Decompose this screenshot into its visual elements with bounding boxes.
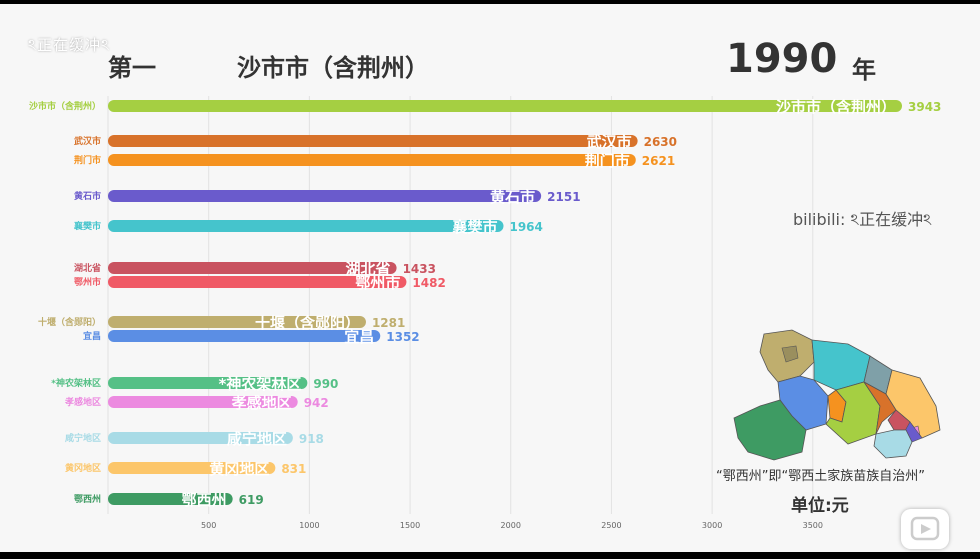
map-region-shennongjia (781, 345, 799, 363)
value-label: 1281 (372, 316, 405, 330)
bar-group: 十堰（含郧阳） 十堰（含郧阳） 1281 (38, 314, 405, 332)
category-label: 黄石市 (74, 190, 101, 202)
bar-chart: 500 1000 1500 2000 2500 3000 3500 沙市市（含荆州） 沙市市（… (29, 96, 941, 530)
x-tick-label: 3000 (702, 521, 722, 530)
bar (108, 190, 542, 202)
map-region-xianning (873, 429, 913, 459)
value-label: 1433 (403, 262, 436, 276)
category-label: 荆门市 (74, 154, 101, 166)
value-label: 1352 (386, 330, 419, 344)
bar-inline-label: 孝感地区 (231, 394, 292, 412)
value-label: 831 (281, 462, 306, 476)
bar-group: 沙市市（含荆州） 沙市市（含荆州） 3943 (29, 98, 941, 116)
bar-group: 襄樊市 襄樊市 1964 (73, 218, 543, 236)
bar (108, 220, 504, 232)
bar-inline-label: 鄂西州 (182, 491, 227, 509)
bar-inline-label: 鄂州市 (355, 274, 400, 292)
bar-inline-label: 黄冈地区 (209, 460, 269, 478)
play-icon (910, 516, 940, 541)
leader-name: 沙市市（含荆州） (237, 54, 429, 82)
value-label: 2630 (644, 135, 677, 149)
bar-group: 黄冈地区 黄冈地区 831 (65, 460, 306, 478)
bar-inline-label: 武汉市 (587, 133, 632, 151)
value-label: 918 (299, 432, 324, 446)
value-label: 2621 (642, 154, 675, 168)
value-label: 942 (304, 396, 329, 410)
bar-inline-label: 沙市市（含荆州） (776, 98, 896, 116)
x-tick-label: 3500 (803, 521, 823, 530)
bar-group: 孝感地区 孝感地区 942 (64, 394, 329, 412)
year-suffix: 年 (852, 56, 876, 84)
hubei-map-icon (733, 329, 941, 461)
bar-group: 鄂州市 鄂州市 1482 (74, 274, 446, 292)
unit-label: 单位:元 (791, 496, 849, 516)
bar (108, 377, 308, 389)
category-label: 鄂州市 (74, 276, 101, 288)
category-label: 鄂西州 (74, 494, 101, 505)
x-tick-label: 1500 (400, 521, 420, 530)
play-button[interactable] (901, 509, 949, 549)
category-label: 黄冈地区 (65, 462, 101, 474)
bar-group: 咸宁地区 咸宁地区 918 (65, 430, 324, 448)
buffering-watermark: ঽ正在缓冲ঽ (28, 36, 111, 54)
video-frame: 500 1000 1500 2000 2500 3000 3500 沙市市（含荆州） 沙市市（… (0, 4, 980, 552)
category-label: 湖北省 (74, 262, 101, 274)
value-label: 1964 (509, 220, 542, 234)
bar (108, 154, 636, 166)
bar (108, 135, 638, 147)
category-label: 襄樊市 (73, 220, 101, 232)
bar (108, 396, 298, 408)
category-label: 宜昌 (83, 330, 101, 342)
bar-inline-label: 荆门市 (585, 152, 630, 170)
category-label: 武汉市 (74, 135, 101, 147)
map-region-enshi (733, 399, 807, 461)
x-axis-ticks: 500 1000 1500 2000 2500 3000 3500 (201, 521, 823, 530)
bar-group: 武汉市 武汉市 2630 (74, 133, 677, 151)
footnote: “鄂西州”即“鄂西土家族苗族自治州” (716, 469, 925, 484)
value-label: 3943 (908, 100, 941, 114)
bar (108, 330, 381, 342)
bar-group: *神农架林区 *神农架林区 990 (51, 375, 338, 393)
bar-group: 宜昌 宜昌 1352 (83, 328, 420, 346)
bar-inline-label: 湖北省 (346, 260, 391, 278)
bar (108, 316, 366, 328)
year-display: 1990 (726, 36, 838, 82)
category-label: 咸宁地区 (65, 432, 101, 444)
bar (108, 493, 233, 505)
category-label: 孝感地区 (64, 396, 101, 408)
value-label: 2151 (547, 190, 580, 204)
value-label: 619 (239, 493, 264, 507)
x-tick-label: 2500 (601, 521, 621, 530)
rank-label: 第一 (108, 54, 156, 82)
bar-inline-label: 黄石市 (490, 188, 535, 206)
bar-inline-label: 咸宁地区 (227, 430, 287, 448)
category-label: 沙市市（含荆州） (29, 100, 101, 112)
bar-group: 荆门市 荆门市 2621 (74, 152, 675, 170)
bar-inline-label: 宜昌 (344, 328, 374, 346)
bar-inline-label: 襄樊市 (451, 218, 497, 236)
bars: 沙市市（含荆州） 沙市市（含荆州） 3943 武汉市 武汉市 2630 荆门市 荆门市 2621… (29, 98, 941, 509)
x-tick-label: 500 (201, 521, 216, 530)
bar (108, 262, 397, 274)
category-label: *神农架林区 (51, 377, 101, 389)
bilibili-watermark: bilibili: ঽ正在缓冲ঽ (793, 210, 932, 229)
category-label: 十堰（含郧阳） (38, 316, 101, 328)
bar-inline-label: *神农架林区 (218, 375, 301, 393)
bar-inline-label: 十堰（含郧阳） (255, 314, 360, 332)
value-label: 1482 (412, 276, 445, 290)
bar (108, 432, 293, 444)
bar (108, 462, 276, 474)
bar-group: 鄂西州 鄂西州 619 (74, 491, 264, 509)
x-tick-label: 1000 (299, 521, 319, 530)
value-label: 990 (313, 377, 338, 391)
x-tick-label: 2000 (501, 521, 521, 530)
bar-group: 黄石市 黄石市 2151 (74, 188, 581, 206)
bar (108, 100, 902, 112)
bar (108, 276, 407, 288)
bar-group: 湖北省 湖北省 1433 (74, 260, 436, 278)
